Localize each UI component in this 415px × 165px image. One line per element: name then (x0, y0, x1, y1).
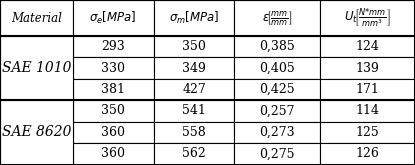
Text: 349: 349 (182, 62, 206, 75)
Text: Material: Material (11, 12, 62, 25)
Bar (320, 0, 415, 36)
Text: 0,275: 0,275 (259, 147, 295, 160)
Text: 293: 293 (101, 40, 125, 53)
Bar (73, 57, 154, 79)
Bar (234, 0, 320, 36)
Text: 360: 360 (101, 126, 125, 139)
Bar (73, 143, 154, 165)
Text: 350: 350 (101, 104, 125, 117)
Text: 126: 126 (355, 147, 379, 160)
Text: $\sigma_e[MPa]$: $\sigma_e[MPa]$ (89, 10, 137, 26)
Bar (73, 36, 154, 57)
Bar (234, 143, 320, 165)
Text: SAE 8620: SAE 8620 (2, 125, 71, 139)
Bar (320, 79, 415, 100)
Text: 360: 360 (101, 147, 125, 160)
Text: 139: 139 (355, 62, 379, 75)
Bar (154, 143, 234, 165)
Text: 427: 427 (182, 83, 206, 96)
Bar (234, 122, 320, 143)
Bar (234, 79, 320, 100)
Bar (320, 143, 415, 165)
Bar (234, 36, 320, 57)
Text: 0,405: 0,405 (259, 62, 295, 75)
Text: 350: 350 (182, 40, 206, 53)
Bar (154, 122, 234, 143)
Bar (73, 0, 154, 36)
Bar (154, 100, 234, 122)
Text: 562: 562 (182, 147, 206, 160)
Text: $\sigma_m[MPa]$: $\sigma_m[MPa]$ (169, 10, 219, 26)
Bar (0, 100, 73, 165)
Text: 381: 381 (101, 83, 125, 96)
Bar (154, 36, 234, 57)
Bar (73, 122, 154, 143)
Bar (320, 100, 415, 122)
Bar (0, 0, 73, 36)
Bar (154, 79, 234, 100)
Text: 541: 541 (182, 104, 206, 117)
Text: 0,385: 0,385 (259, 40, 295, 53)
Text: SAE 1010: SAE 1010 (2, 61, 71, 75)
Text: 125: 125 (355, 126, 379, 139)
Bar (154, 0, 234, 36)
Text: $U_t\!\left[\frac{N{*}mm}{mm^3}\right]$: $U_t\!\left[\frac{N{*}mm}{mm^3}\right]$ (344, 7, 391, 30)
Bar (320, 57, 415, 79)
Text: $\varepsilon\!\left[\frac{mm}{mm}\right]$: $\varepsilon\!\left[\frac{mm}{mm}\right]… (262, 9, 292, 27)
Bar (320, 36, 415, 57)
Text: 558: 558 (182, 126, 206, 139)
Bar (154, 57, 234, 79)
Text: 124: 124 (355, 40, 379, 53)
Bar (0, 36, 73, 100)
Text: 171: 171 (355, 83, 379, 96)
Text: 0,273: 0,273 (259, 126, 295, 139)
Bar (234, 100, 320, 122)
Bar (73, 79, 154, 100)
Text: 0,257: 0,257 (259, 104, 295, 117)
Text: 330: 330 (101, 62, 125, 75)
Bar (73, 100, 154, 122)
Text: 0,425: 0,425 (259, 83, 295, 96)
Bar (320, 122, 415, 143)
Bar (234, 57, 320, 79)
Text: 114: 114 (355, 104, 379, 117)
